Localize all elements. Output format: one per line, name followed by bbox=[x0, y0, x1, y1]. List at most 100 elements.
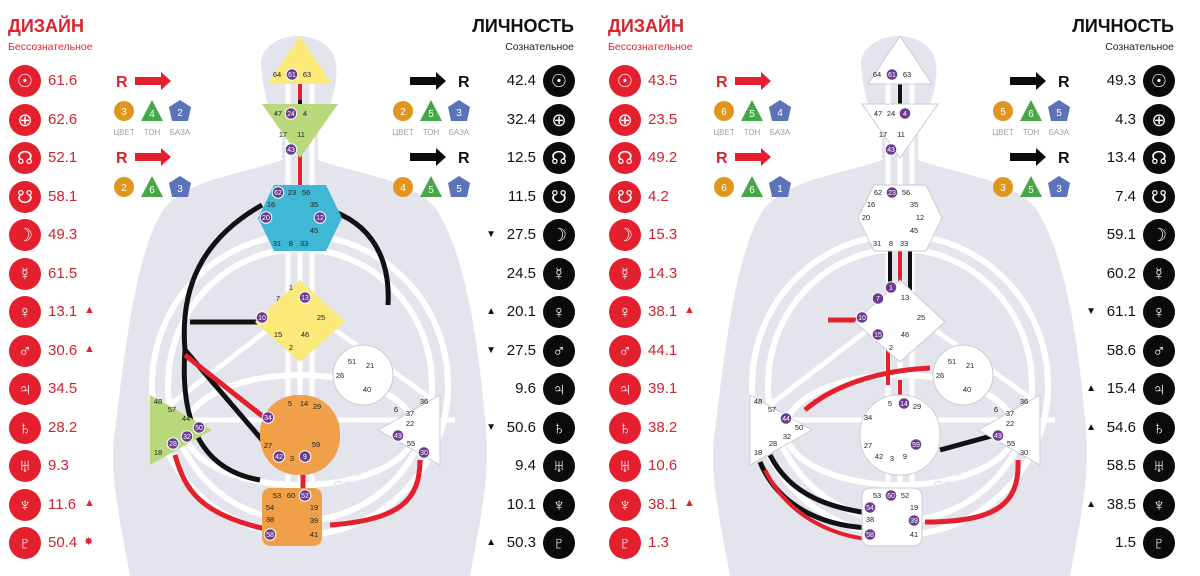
personality-arrow-icon bbox=[410, 72, 446, 90]
design-activation-value: 30.6 bbox=[48, 341, 78, 359]
svg-text:HUM: HUM bbox=[333, 449, 365, 465]
channel-active bbox=[803, 365, 931, 412]
earth-icon: ⊕ bbox=[1143, 103, 1175, 136]
svg-text:17: 17 bbox=[879, 130, 887, 139]
svg-text:DES: DES bbox=[933, 463, 962, 479]
gate-43: 43 bbox=[884, 143, 898, 156]
sun-icon: ☉ bbox=[543, 65, 575, 97]
svg-text:16: 16 bbox=[267, 200, 275, 209]
design-row: ☊ 52.1 bbox=[0, 142, 130, 174]
personality-activation-value: 59.1 bbox=[1106, 226, 1136, 243]
gate-35: 35 bbox=[310, 200, 318, 209]
svg-text:5: 5 bbox=[428, 109, 434, 120]
gate-24: 24 bbox=[887, 109, 895, 118]
svg-text:36: 36 bbox=[1020, 397, 1028, 406]
gate-57: 57 bbox=[768, 405, 776, 414]
gate-49: 49 bbox=[991, 429, 1005, 442]
gate-2: 2 bbox=[289, 343, 293, 352]
design-row: ♅ 9.3 bbox=[0, 450, 130, 482]
svg-text:49: 49 bbox=[994, 433, 1002, 440]
design-activation-value: 49.3 bbox=[48, 226, 78, 243]
svg-text:24: 24 bbox=[287, 111, 295, 118]
design-activation-value: 62.6 bbox=[48, 110, 78, 128]
svg-text:2: 2 bbox=[289, 343, 293, 352]
gate-36: 36 bbox=[420, 397, 428, 406]
uranus-icon: ♅ bbox=[9, 450, 41, 482]
personality-subtitle: Сознательное bbox=[505, 41, 574, 53]
design-fixing-mark: ▲ bbox=[684, 304, 695, 316]
mars-icon: ♂ bbox=[543, 334, 575, 367]
design-row: ♇ 50.4 ✸ bbox=[0, 527, 130, 559]
svg-text:28: 28 bbox=[169, 441, 177, 448]
south-node-icon: ☋ bbox=[9, 180, 41, 213]
svg-text:28: 28 bbox=[769, 439, 777, 448]
root-center bbox=[262, 488, 322, 546]
svg-text:25: 25 bbox=[317, 313, 325, 322]
gate-34: 34 bbox=[261, 411, 275, 424]
svg-text:6: 6 bbox=[394, 405, 398, 414]
personality-arrow-icon bbox=[1010, 148, 1046, 166]
gate-27: 27 bbox=[264, 441, 272, 450]
venus-icon: ♀ bbox=[1143, 296, 1175, 328]
design-row: ♅ 10.6 bbox=[600, 450, 730, 482]
svg-text:11: 11 bbox=[897, 130, 905, 139]
svg-text:1: 1 bbox=[777, 184, 783, 195]
design-activation-value: 14.3 bbox=[648, 264, 678, 282]
gate-56: 56 bbox=[902, 188, 910, 197]
design-activation-value: 10.6 bbox=[648, 457, 678, 474]
design-title: ДИЗАЙН bbox=[608, 16, 684, 36]
head-center bbox=[867, 35, 933, 85]
bodygraph-chart-right: ДИЗАЙН Бессознательное ЛИЧНОСТЬ Сознательно… bbox=[600, 0, 1200, 576]
mercury-icon: ☿ bbox=[9, 257, 41, 290]
design-row: ♂ 30.6 ▲ bbox=[0, 334, 130, 367]
svg-text:41: 41 bbox=[910, 530, 918, 539]
svg-text:58: 58 bbox=[866, 532, 874, 539]
pluto-icon: ♇ bbox=[543, 527, 575, 559]
head-center bbox=[268, 36, 332, 84]
svg-text:22: 22 bbox=[1006, 419, 1014, 428]
svg-text:22: 22 bbox=[406, 419, 414, 428]
jupiter-icon: ♃ bbox=[1143, 373, 1175, 405]
svg-text:5: 5 bbox=[428, 185, 434, 196]
svg-text:ТОН: ТОН bbox=[744, 128, 761, 137]
svg-text:46: 46 bbox=[301, 330, 309, 339]
gate-63: 63 bbox=[303, 70, 311, 79]
svg-text:58: 58 bbox=[266, 532, 274, 539]
svg-text:29: 29 bbox=[313, 402, 321, 411]
personality-row: ☽ 59.1 bbox=[600, 219, 1200, 251]
gate-10: 10 bbox=[255, 311, 269, 324]
svg-text:37: 37 bbox=[1006, 409, 1014, 418]
svg-text:3: 3 bbox=[456, 108, 462, 119]
personality-activation-value: 42.4 bbox=[506, 72, 536, 89]
gate-59: 59 bbox=[312, 440, 320, 449]
svg-text:4: 4 bbox=[400, 183, 406, 194]
svg-text:60: 60 bbox=[887, 493, 895, 500]
svg-text:59: 59 bbox=[312, 440, 320, 449]
gate-1: 1 bbox=[884, 281, 898, 294]
venus-icon: ♀ bbox=[543, 296, 575, 328]
gate-33: 33 bbox=[300, 239, 308, 248]
moon-icon: ☽ bbox=[609, 219, 641, 251]
saturn-icon: ♄ bbox=[609, 411, 641, 444]
gate-41: 41 bbox=[310, 530, 318, 539]
svg-text:20: 20 bbox=[262, 215, 270, 222]
gate-61: 61 bbox=[885, 68, 899, 81]
neptune-icon: ♆ bbox=[609, 488, 641, 521]
svg-text:3: 3 bbox=[121, 107, 127, 118]
gate-9: 9 bbox=[903, 452, 907, 461]
uranus-icon: ♅ bbox=[609, 450, 641, 482]
personality-activation-value: 27.5 bbox=[506, 226, 536, 243]
moon-icon: ☽ bbox=[1143, 219, 1175, 251]
personality-activation-value: 61.1 bbox=[1106, 303, 1136, 320]
svg-text:30: 30 bbox=[1020, 448, 1028, 457]
gate-9: 9 bbox=[298, 450, 312, 463]
personality-activation-value: 11.5 bbox=[507, 187, 536, 205]
root-center bbox=[861, 487, 923, 547]
personality-activation-value: 9.4 bbox=[515, 457, 536, 474]
personality-row: ♇ 50.3 ▲ bbox=[0, 527, 600, 559]
personality-fixing-mark: ▼ bbox=[486, 421, 496, 433]
svg-text:2: 2 bbox=[889, 343, 893, 352]
personality-row: ☊ 13.4 bbox=[600, 142, 1200, 174]
gate-26: 26 bbox=[936, 371, 944, 380]
design-row: ♇ 1.3 bbox=[600, 527, 730, 559]
